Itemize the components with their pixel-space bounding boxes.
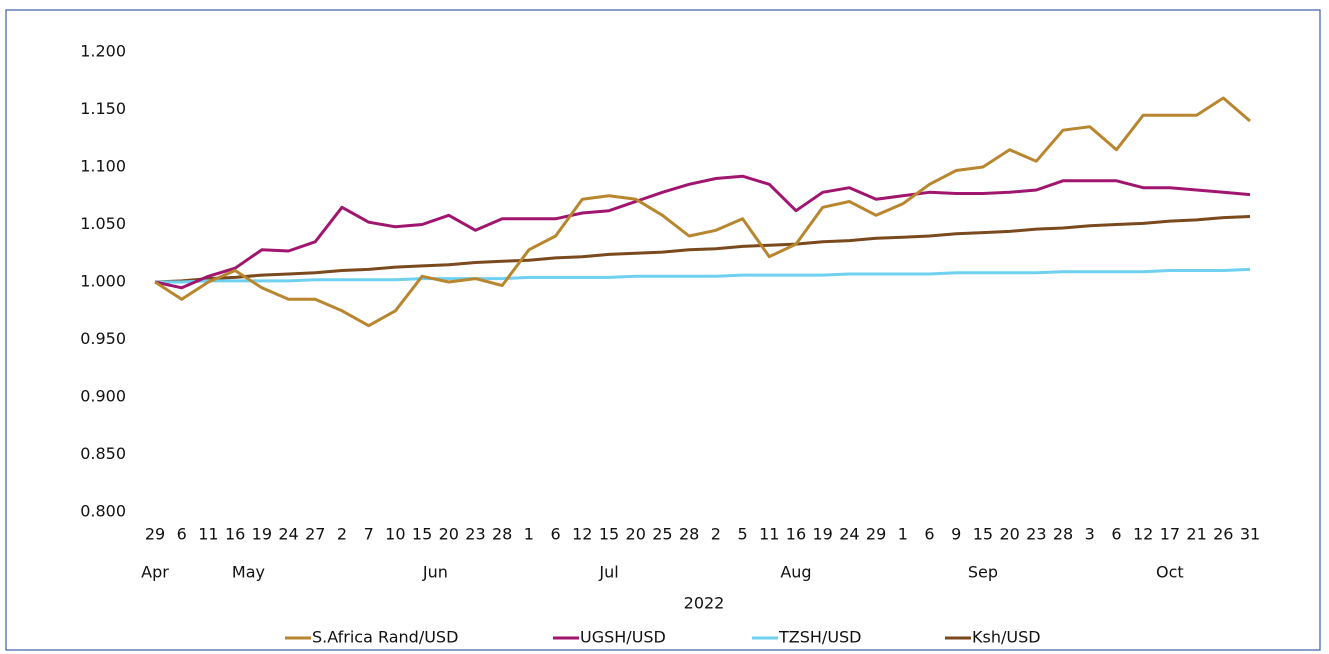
x-tick-label: 11 <box>759 525 779 544</box>
x-tick-label: 12 <box>572 525 592 544</box>
x-tick-label: 2 <box>337 525 347 544</box>
x-tick-label: 24 <box>839 525 859 544</box>
x-tick-label: 5 <box>737 525 747 544</box>
y-tick-label: 1.150 <box>80 99 126 118</box>
x-tick-label: 6 <box>1111 525 1121 544</box>
y-tick-label: 1.200 <box>80 42 126 61</box>
x-tick-label: 6 <box>924 525 934 544</box>
month-label: Jul <box>598 563 618 582</box>
y-tick-label: 0.950 <box>80 329 126 348</box>
series-line <box>154 174 1251 290</box>
chart-frame <box>5 9 1321 651</box>
x-tick-label: 27 <box>305 525 325 544</box>
x-tick-label: 23 <box>1026 525 1046 544</box>
x-tick-label: 6 <box>177 525 187 544</box>
month-label: Sep <box>968 563 998 582</box>
y-tick-label: 1.100 <box>80 157 126 176</box>
x-tick-label: 25 <box>652 525 672 544</box>
x-tick-label: 29 <box>866 525 886 544</box>
y-tick-label: 1.050 <box>80 214 126 233</box>
series-line <box>154 215 1251 284</box>
x-tick-label: 15 <box>412 525 432 544</box>
x-tick-label: 16 <box>225 525 245 544</box>
x-tick-label: 24 <box>278 525 298 544</box>
x-tick-label: 31 <box>1240 525 1260 544</box>
month-label: Aug <box>780 563 811 582</box>
series-line <box>154 96 1251 328</box>
x-tick-label: 6 <box>551 525 561 544</box>
y-tick-label: 1.000 <box>80 272 126 291</box>
x-tick-label: 23 <box>465 525 485 544</box>
x-tick-label: 29 <box>145 525 165 544</box>
x-axis-label: 2022 <box>684 594 725 613</box>
legend-label: TZSH/USD <box>778 628 862 647</box>
x-tick-label: 9 <box>951 525 961 544</box>
x-tick-label: 19 <box>813 525 833 544</box>
x-tick-label: 2 <box>711 525 721 544</box>
month-label: May <box>232 563 265 582</box>
x-tick-label: 19 <box>252 525 272 544</box>
x-tick-label: 15 <box>599 525 619 544</box>
x-tick-label: 20 <box>439 525 459 544</box>
x-tick-label: 16 <box>786 525 806 544</box>
x-tick-label: 20 <box>626 525 646 544</box>
y-tick-label: 0.850 <box>80 444 126 463</box>
legend-label: UGSH/USD <box>580 628 666 647</box>
month-label: Jun <box>422 563 448 582</box>
x-tick-label: 21 <box>1186 525 1206 544</box>
x-tick-label: 3 <box>1085 525 1095 544</box>
x-tick-label: 1 <box>524 525 534 544</box>
month-label: Apr <box>141 563 169 582</box>
x-tick-label: 7 <box>364 525 374 544</box>
legend-label: Ksh/USD <box>972 628 1041 647</box>
x-tick-label: 28 <box>492 525 512 544</box>
x-tick-label: 17 <box>1160 525 1180 544</box>
x-tick-label: 26 <box>1213 525 1233 544</box>
month-label: Oct <box>1156 563 1184 582</box>
series-line <box>155 267 1251 284</box>
y-tick-label: 0.900 <box>80 387 126 406</box>
x-tick-label: 1 <box>898 525 908 544</box>
x-tick-label: 15 <box>973 525 993 544</box>
x-tick-label: 20 <box>999 525 1019 544</box>
x-tick-label: 10 <box>385 525 405 544</box>
x-tick-label: 28 <box>679 525 699 544</box>
x-tick-label: 28 <box>1053 525 1073 544</box>
x-tick-label: 11 <box>198 525 218 544</box>
y-tick-label: 0.800 <box>80 502 126 521</box>
x-tick-label: 12 <box>1133 525 1153 544</box>
legend-label: S.Africa Rand/USD <box>312 628 458 647</box>
